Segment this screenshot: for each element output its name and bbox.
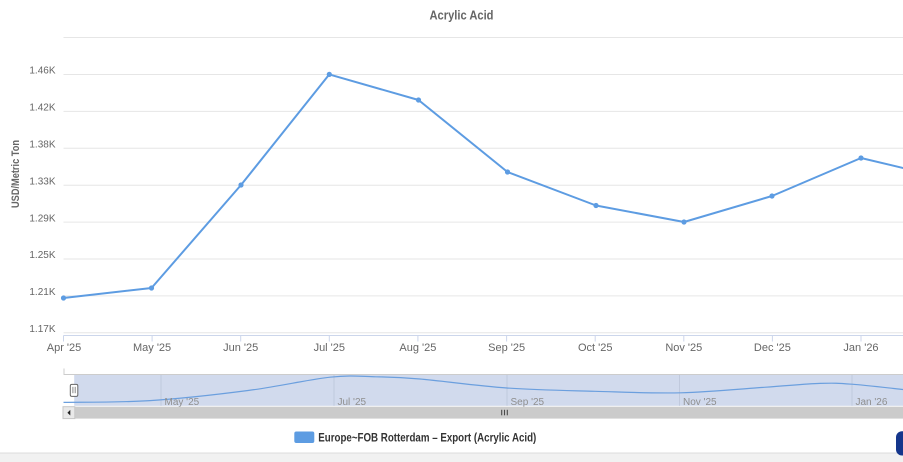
svg-text:1.46K: 1.46K: [29, 66, 55, 77]
svg-text:1.21K: 1.21K: [29, 287, 55, 298]
svg-text:Jun '25: Jun '25: [223, 342, 258, 354]
svg-text:Jan '26: Jan '26: [843, 342, 878, 354]
svg-text:1.33K: 1.33K: [29, 176, 55, 187]
svg-text:USD/Metric Ton: USD/Metric Ton: [10, 140, 22, 208]
svg-text:May '25: May '25: [133, 342, 171, 354]
svg-text:1.25K: 1.25K: [29, 250, 55, 261]
svg-text:Acrylic Acid: Acrylic Acid: [430, 8, 494, 23]
svg-text:Europe~FOB Rotterdam – Export: Europe~FOB Rotterdam – Export (Acrylic A…: [318, 431, 536, 445]
svg-text:Oct '25: Oct '25: [578, 342, 613, 354]
svg-text:Nov '25: Nov '25: [683, 397, 717, 408]
svg-text:1.38K: 1.38K: [29, 140, 55, 151]
svg-text:May '25: May '25: [165, 397, 200, 408]
svg-text:Jan '26: Jan '26: [856, 397, 888, 408]
svg-text:Apr '25: Apr '25: [47, 342, 82, 354]
svg-text:Sep '25: Sep '25: [511, 397, 545, 408]
svg-text:1.17K: 1.17K: [29, 324, 55, 335]
svg-text:Nov '25: Nov '25: [665, 342, 702, 354]
svg-text:Sep '25: Sep '25: [488, 342, 525, 354]
svg-text:1.42K: 1.42K: [29, 103, 55, 114]
svg-text:1.29K: 1.29K: [29, 213, 55, 224]
svg-text:Aug '25: Aug '25: [399, 342, 436, 354]
svg-text:Jul '25: Jul '25: [338, 397, 367, 408]
svg-text:Jul '25: Jul '25: [314, 342, 345, 354]
svg-text:Dec '25: Dec '25: [754, 342, 791, 354]
